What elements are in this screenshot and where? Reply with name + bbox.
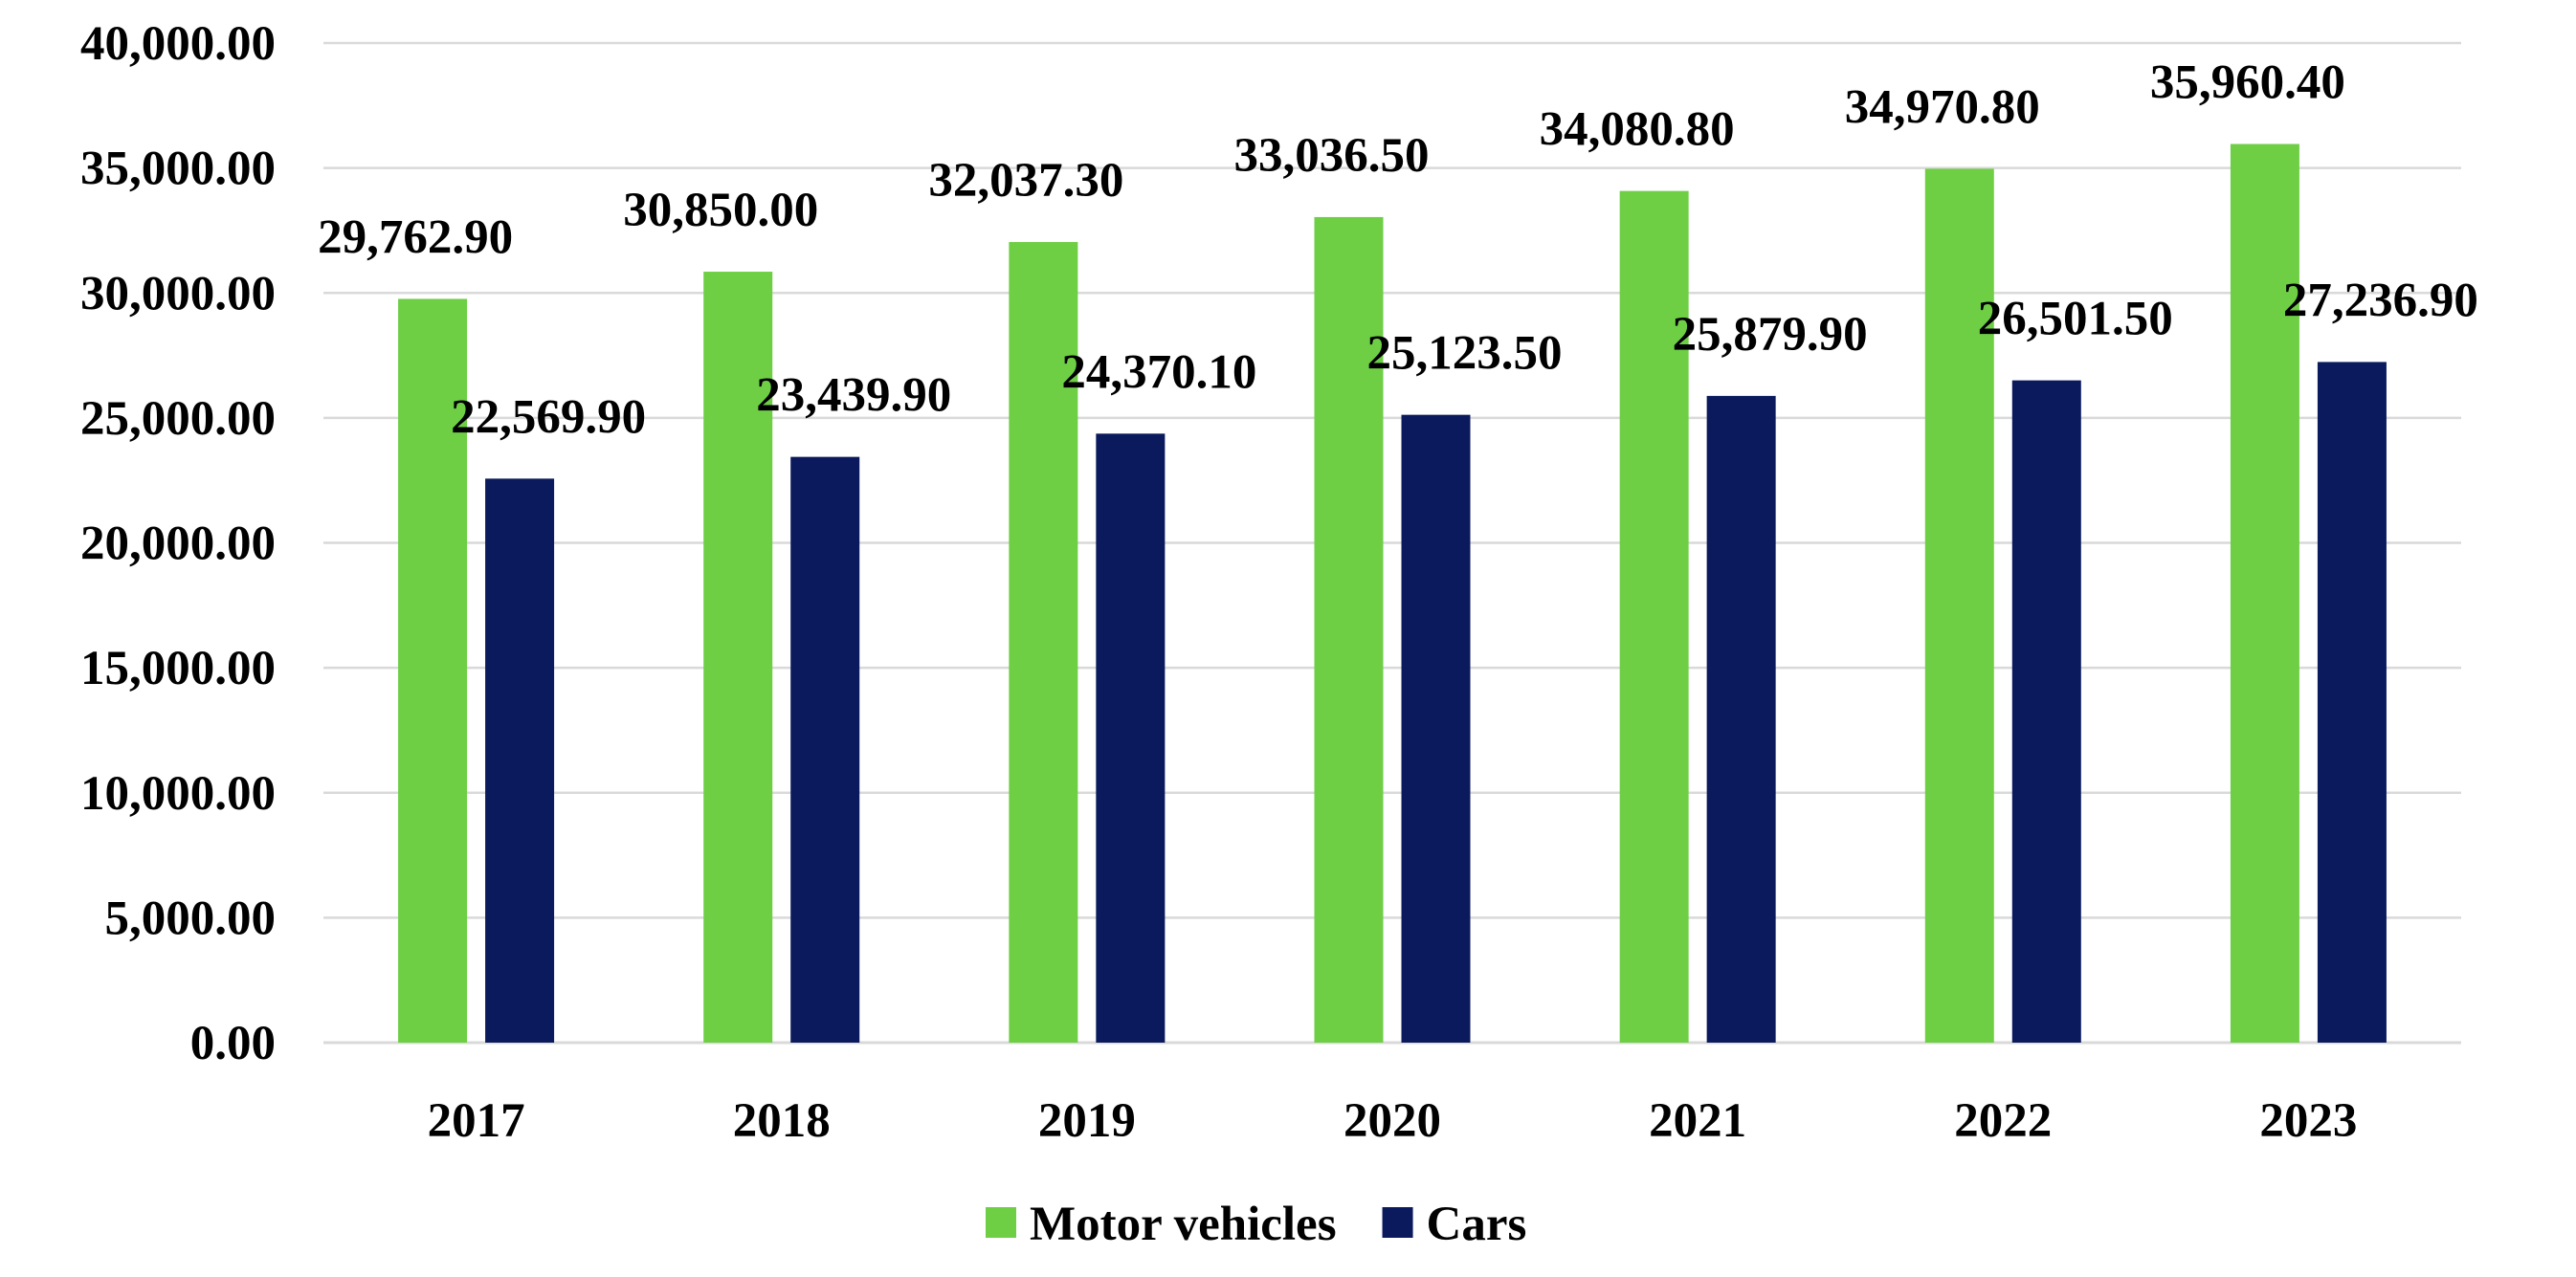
y-tick-label: 0.00 [190,1017,276,1070]
bars [398,143,2387,1044]
x-tick-label: 2020 [1344,1094,1441,1148]
y-tick-label: 30,000.00 [80,267,276,320]
x-tick-label: 2023 [2259,1094,2357,1148]
bar-cars-2019 [1096,433,1166,1043]
x-tick-label: 2022 [1954,1094,2052,1148]
data-label: 32,037.30 [928,154,1123,208]
bar-motor-vehicles-2021 [1619,190,1689,1043]
data-labels: 29,762.90 22,569.90 30,850.00 23,439.90 32,0… [318,56,2478,445]
y-tick-label: 10,000.00 [80,767,276,821]
bar-motor-vehicles-2017 [398,298,468,1044]
bar-cars-2021 [1706,395,1776,1044]
bar-cars-2022 [2011,380,2081,1043]
data-label: 25,123.50 [1367,327,1563,381]
x-tick-label: 2021 [1649,1094,1746,1148]
x-tick-label: 2019 [1038,1094,1136,1148]
y-tick-label: 5,000.00 [105,892,277,945]
gridlines [323,41,2461,1045]
data-label: 30,850.00 [623,184,818,237]
bar-cars-2018 [790,456,860,1044]
legend-swatch-motor-vehicles [986,1207,1016,1238]
data-label: 34,080.80 [1540,103,1735,157]
y-axis-ticks: 0.00 5,000.00 10,000.00 15,000.00 20,000.00 2… [80,17,276,1070]
x-axis-ticks: 2017 2018 2019 2020 2021 2022 2023 [428,1094,2358,1148]
data-label: 35,960.40 [2150,56,2345,110]
data-label: 24,370.10 [1061,345,1256,399]
y-tick-label: 20,000.00 [80,517,276,571]
bar-motor-vehicles-2020 [1314,216,1384,1043]
legend: Motor vehicles Cars [986,1198,1526,1251]
y-tick-label: 15,000.00 [80,642,276,695]
bar-motor-vehicles-2023 [2230,143,2299,1043]
bar-motor-vehicles-2022 [1924,168,1994,1044]
data-label: 22,569.90 [451,390,646,444]
legend-label-cars: Cars [1427,1198,1527,1251]
data-label: 29,762.90 [318,210,513,264]
data-label: 34,970.80 [1845,80,2040,134]
x-tick-label: 2018 [733,1094,831,1148]
legend-label-motor-vehicles: Motor vehicles [1030,1198,1337,1251]
data-label: 26,501.50 [1978,293,2173,346]
bar-cars-2017 [485,478,555,1044]
legend-swatch-cars [1382,1207,1413,1238]
data-label: 25,879.90 [1673,308,1868,362]
data-label: 27,236.90 [2283,274,2478,327]
bar-motor-vehicles-2018 [703,272,773,1043]
bar-motor-vehicles-2019 [1009,242,1078,1044]
data-label: 33,036.50 [1234,129,1430,183]
bar-cars-2020 [1401,414,1471,1043]
y-tick-label: 40,000.00 [80,17,276,71]
y-tick-label: 25,000.00 [80,392,276,446]
x-tick-label: 2017 [428,1094,525,1148]
data-label: 23,439.90 [756,369,951,423]
y-tick-label: 35,000.00 [80,143,276,196]
bar-cars-2023 [2317,362,2387,1043]
